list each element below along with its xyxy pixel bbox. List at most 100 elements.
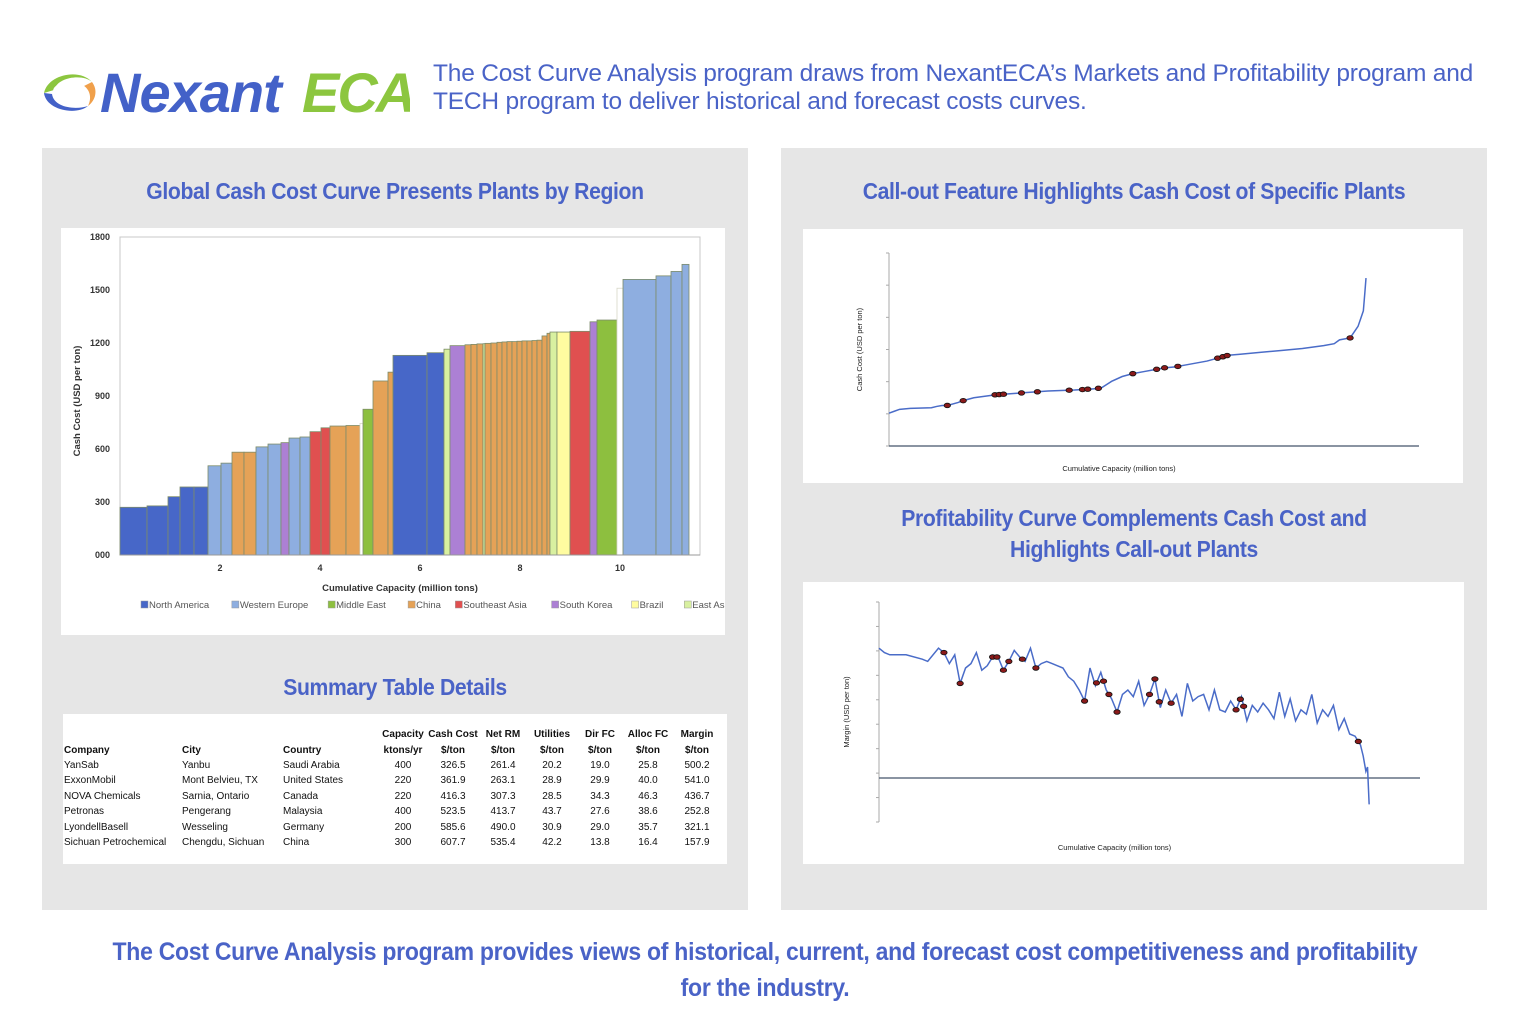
callout-marker [1240, 703, 1248, 709]
x-tick-label: 2 [217, 563, 222, 573]
bar-china [511, 341, 518, 556]
bar-western-europe [220, 462, 233, 556]
bar-china [329, 425, 347, 556]
x-tick-label: 10 [615, 563, 625, 573]
table-cell: Germany [283, 821, 325, 833]
legend-item: Western Europe [231, 600, 308, 611]
callout-marker [1084, 386, 1092, 392]
bar-western-europe [681, 263, 690, 556]
table-cell: 16.4 [638, 836, 658, 848]
table-cell: 28.9 [542, 775, 562, 787]
legend-label: Brazil [640, 600, 664, 611]
profitability-chart-title-line1: Profitability Curve Complements Cash Cos… [901, 505, 1367, 531]
legend-item: South Korea [551, 600, 613, 611]
y-axis-label: Cash Cost (USD per ton) [855, 307, 864, 391]
table-cell: Yanbu [182, 759, 211, 771]
table-cell: NOVA Chemicals [64, 790, 141, 802]
legend-swatch [631, 600, 639, 609]
legend-item: China [407, 600, 442, 611]
bar-western-europe [207, 465, 222, 556]
bar-china [516, 340, 523, 556]
intro-text: The Cost Curve Analysis program draws fr… [433, 60, 1474, 115]
table-header-cell [283, 727, 379, 742]
table-cell: 13.8 [590, 836, 610, 848]
callout-marker [1155, 699, 1163, 705]
table-header-cell: Alloc FC [627, 729, 669, 741]
legend-swatch [407, 600, 416, 609]
bar-china [536, 339, 543, 556]
bar-china [501, 341, 508, 556]
callout-marker [940, 649, 948, 656]
table-header-cell: $/ton [685, 744, 709, 756]
legend-label: Western Europe [240, 600, 308, 611]
y-tick-label: 1200 [90, 338, 110, 348]
bar-china [372, 380, 389, 556]
table-cell: Malaysia [283, 806, 323, 818]
table-cell: 607.7 [440, 836, 466, 848]
bar-middle-east [596, 319, 618, 556]
table-cell: 361.9 [440, 775, 466, 787]
table-cell: 220 [394, 790, 412, 802]
bar-south-korea [449, 345, 466, 556]
legend-swatch [231, 600, 240, 609]
legend-label: Middle East [336, 600, 386, 611]
callout-marker [959, 397, 967, 404]
table-header-row-1: Capacity Cash Cost Net RM Utilities Dir FC Al… [64, 727, 721, 742]
callout-chart-container: Cumulative Capacity (million tons) Cash C… [803, 229, 1463, 483]
table-header-cell: City [182, 744, 201, 756]
table-cell: 252.8 [684, 806, 710, 818]
table-header-cell: $/ton [636, 744, 660, 756]
series-line [878, 645, 1370, 805]
table-row: Petronas Pengerang Malaysia 400 523.5 413.7 43… [64, 804, 721, 819]
bar-south-korea [589, 321, 598, 556]
legend-label: China [416, 600, 442, 611]
bar-western-europe [299, 436, 311, 556]
series-line [888, 278, 1367, 414]
callout-marker [1151, 676, 1159, 682]
bar-brazil [556, 331, 571, 556]
y-tick-label: 600 [95, 444, 110, 454]
bar-north-america [167, 496, 181, 556]
table-header-cell: Dir FC [585, 729, 615, 741]
y-tick-label: 900 [95, 391, 110, 401]
legend-item: Brazil [631, 600, 664, 611]
callout-marker [1236, 696, 1244, 702]
table-cell: ExxonMobil [64, 775, 116, 787]
table-cell: 436.7 [684, 790, 710, 802]
callout-marker [943, 402, 951, 409]
callout-marker [1129, 370, 1137, 377]
bar-china [526, 340, 533, 556]
bar-brazil [359, 422, 364, 556]
table-cell: 28.5 [542, 790, 562, 802]
bar-western-europe [622, 279, 657, 556]
table-cell: 416.3 [440, 790, 466, 802]
x-axis-label: Cumulative Capacity (million tons) [1062, 464, 1176, 473]
bar-north-america [119, 506, 148, 556]
legend-swatch [551, 600, 559, 609]
cash-cost-chart-title: Global Cash Cost Curve Presents Plants b… [146, 178, 644, 204]
logo-graphic: Nexant ECA [44, 61, 416, 124]
table-cell: 43.7 [542, 806, 562, 818]
legend-swatch [684, 600, 692, 609]
table-cell: Mont Belvieu, TX [182, 775, 258, 787]
table-cell: China [283, 836, 310, 848]
table-cell: 413.7 [490, 806, 516, 818]
table-cell: Chengdu, Sichuan [182, 836, 265, 848]
callout-marker [956, 680, 964, 687]
bar-china [345, 425, 361, 556]
table-header-cell: Net RM [485, 729, 521, 741]
y-tick-label: 000 [95, 550, 110, 560]
callout-marker [1099, 678, 1108, 684]
table-cell: 29.0 [590, 821, 610, 833]
callout-marker [1094, 385, 1102, 392]
bar-east-asia [549, 331, 558, 556]
legend-item: Southeast Asia [455, 600, 527, 611]
callout-marker [1017, 390, 1026, 396]
table-header-row-2: Company City Country ktons/yr $/ton $/ton $/to… [64, 742, 721, 757]
callout-marker [1153, 366, 1161, 372]
bar-china [531, 340, 538, 556]
table-cell: 585.6 [440, 821, 466, 833]
legend-swatch [455, 600, 463, 609]
footer-text: The Cost Curve Analysis program provides… [98, 934, 1432, 1006]
legend-label: Southeast Asia [463, 600, 527, 611]
